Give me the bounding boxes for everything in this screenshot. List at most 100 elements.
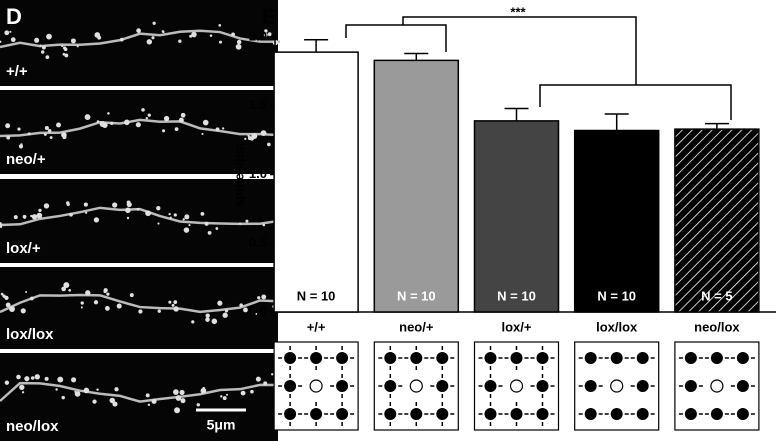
spine <box>6 135 11 140</box>
spine <box>110 121 114 126</box>
spine <box>179 389 185 395</box>
spine <box>263 33 268 37</box>
spine <box>222 396 227 401</box>
significance-bracket <box>345 16 732 120</box>
spine <box>17 127 21 131</box>
spine <box>70 38 76 44</box>
spine <box>236 39 242 45</box>
spine <box>116 303 122 309</box>
lattice-site <box>684 380 697 392</box>
spine <box>30 376 35 380</box>
spine <box>13 215 18 220</box>
spine <box>96 388 99 391</box>
lattice-site <box>636 380 649 392</box>
spine <box>21 391 25 394</box>
bar <box>473 120 560 313</box>
lattice-site <box>710 352 723 364</box>
spine <box>174 407 180 413</box>
spine <box>41 45 46 50</box>
y-tick-label: 0.0 <box>249 303 267 318</box>
spine <box>141 108 145 112</box>
spine <box>114 387 119 392</box>
spine <box>178 117 184 123</box>
y-axis-title: spines/μm <box>231 143 246 207</box>
spine <box>119 37 124 42</box>
lattice-site <box>684 352 697 364</box>
spine <box>24 376 30 382</box>
spine <box>36 212 43 219</box>
spine <box>217 300 223 306</box>
spine <box>129 293 134 298</box>
spine <box>103 289 107 294</box>
spine <box>191 31 197 38</box>
lattice-site <box>384 408 397 420</box>
spine <box>83 202 88 207</box>
spine <box>205 317 210 322</box>
lattice-site <box>736 408 749 420</box>
spine <box>136 207 140 211</box>
lattice-site <box>510 408 523 420</box>
spine <box>156 206 161 211</box>
spine <box>173 306 179 312</box>
spine <box>93 300 99 305</box>
lattice-site <box>584 380 597 392</box>
spine <box>152 21 156 25</box>
spine <box>145 210 151 217</box>
spine <box>45 55 50 59</box>
spine <box>267 142 271 147</box>
x-tick-label: lox/+ <box>502 319 532 334</box>
spine <box>180 112 186 118</box>
spine <box>124 119 130 126</box>
spine <box>109 397 115 404</box>
spine <box>43 132 47 136</box>
lattice-site <box>536 352 549 364</box>
spine <box>157 309 161 313</box>
spine <box>63 282 70 289</box>
spine <box>5 302 11 308</box>
spine <box>107 112 110 115</box>
spine <box>126 216 130 220</box>
genotype-label: lox/lox <box>6 326 54 343</box>
spine <box>239 303 243 307</box>
x-tick-label: neo/+ <box>399 319 434 334</box>
lattice-site <box>336 408 349 420</box>
spine <box>29 296 34 301</box>
spine <box>178 39 182 43</box>
spine <box>38 208 42 213</box>
spine <box>57 376 64 383</box>
spine <box>49 136 53 140</box>
lattice-site <box>310 352 323 364</box>
spine <box>244 137 247 140</box>
spine <box>247 134 250 138</box>
spine <box>16 374 21 380</box>
panel-label: E <box>262 6 275 28</box>
y-tick-label: 1.5 <box>249 97 267 112</box>
spine <box>263 381 268 386</box>
spine <box>173 389 179 395</box>
spine <box>145 117 149 120</box>
spine <box>207 230 212 235</box>
spine <box>84 114 91 121</box>
lattice-site <box>436 380 449 392</box>
genotype-label: neo/lox <box>6 418 59 435</box>
spine <box>40 50 45 54</box>
spine <box>270 373 274 376</box>
genotype-label: +/+ <box>6 63 28 80</box>
spine <box>147 403 151 407</box>
micrograph <box>0 0 278 86</box>
lattice-site <box>510 352 523 364</box>
panel-label: D <box>6 4 22 29</box>
spine <box>171 303 175 307</box>
spine <box>5 123 11 129</box>
lattice-site <box>410 408 423 420</box>
spine <box>162 30 165 34</box>
spine <box>61 44 64 48</box>
spine <box>68 289 72 292</box>
spine <box>56 122 61 128</box>
spine <box>106 292 110 296</box>
lattice-site <box>636 408 649 420</box>
spine <box>255 312 258 316</box>
spine <box>112 202 118 208</box>
